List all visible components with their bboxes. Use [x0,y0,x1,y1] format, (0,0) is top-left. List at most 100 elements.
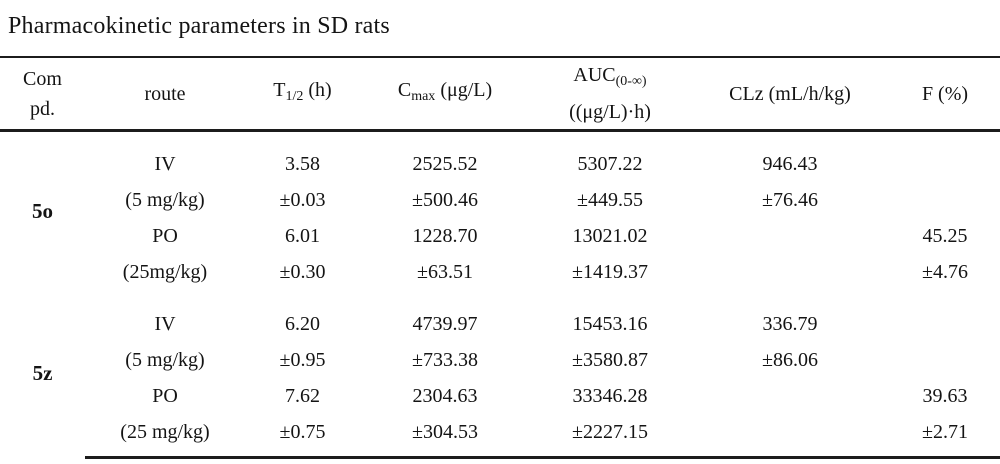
auc-sd: ±1419.37 [572,261,648,283]
route-cell: IV (5 mg/kg) [85,131,245,219]
auc-unit: ((μg/L)·h) [569,101,651,123]
clz-sd: ±86.06 [762,349,818,371]
header-t-half: T1/2 (h) [245,56,360,132]
t-half-cell: 6.20 ±0.95 [245,290,360,378]
clz-value [690,378,890,414]
t-half-subscript: 1/2 [285,89,304,104]
route-value: IV [154,153,176,175]
pharmacokinetics-table: Com pd. route T1/2 (h) Cmax (μg/L) AUC(0… [0,56,1000,459]
t-half-value: 6.20 [285,313,320,335]
auc-value: 13021.02 [572,225,648,247]
auc-value: 33346.28 [572,385,648,407]
t-half-value: 3.58 [285,153,320,175]
cmax-cell: 4739.97 ±733.38 [360,290,530,378]
f-sd [890,342,1000,378]
header-auc: AUC(0-∞) ((μg/L)·h) [530,56,690,132]
t-half-value: 6.01 [285,225,320,247]
route-value: PO [152,385,178,407]
auc-subscript: (0-∞) [615,74,647,89]
compound-label-5o: 5o [32,198,53,223]
dose-value: (25 mg/kg) [120,421,210,443]
t-half-cell: 6.01 ±0.30 [245,218,360,290]
f-cell [890,131,1000,219]
header-cmax: Cmax (μg/L) [360,56,530,132]
cmax-value: 2304.63 [412,385,478,407]
clz-cell: 946.43 ±76.46 [690,131,890,219]
f-sd: ±4.76 [922,261,968,283]
auc-sd: ±449.55 [577,189,643,211]
auc-symbol: AUC [573,64,616,86]
clz-cell [690,218,890,290]
cmax-symbol: C [397,79,412,101]
cmax-sd: ±304.53 [412,421,478,443]
t-half-unit: (h) [303,79,332,101]
header-f: F (%) [890,56,1000,132]
auc-sd: ±2227.15 [572,421,648,443]
table-row-5z-iv: 5z IV (5 mg/kg) 6.20 ±0.95 4739.97 ±733.… [0,290,1000,385]
header-compound-line1: Com [23,67,62,90]
header-clz: CLz (mL/h/kg) [690,56,890,132]
clz-cell: 336.79 ±86.06 [690,290,890,378]
cmax-subscript: max [411,89,436,104]
f-cell [890,290,1000,378]
cmax-value: 2525.52 [412,153,478,175]
auc-cell: 15453.16 ±3580.87 [530,290,690,378]
table-row-5z-po: PO (25 mg/kg) 7.62 ±0.75 2304.63 ±304.53… [0,378,1000,459]
table-title: Pharmacokinetic parameters in SD rats [8,13,390,39]
t-half-symbol: T [273,79,286,101]
f-sd: ±2.71 [922,421,968,443]
route-value: PO [152,225,178,247]
clz-sd [690,254,890,290]
auc-cell: 5307.22 ±449.55 [530,131,690,219]
t-half-cell: 7.62 ±0.75 [245,378,360,459]
clz-sd: ±76.46 [762,189,818,211]
f-sd [890,182,1000,218]
auc-value: 15453.16 [572,313,648,335]
f-value [890,306,1000,342]
f-cell: 39.63 ±2.71 [890,378,1000,459]
cmax-value: 1228.70 [412,225,478,247]
cmax-sd: ±500.46 [412,189,478,211]
t-half-sd: ±0.03 [279,189,326,211]
compound-label-5z: 5z [32,361,53,386]
route-cell: PO (25mg/kg) [85,218,245,290]
auc-sd: ±3580.87 [572,349,648,371]
route-value: IV [154,313,176,335]
cmax-sd: ±733.38 [412,349,478,371]
table-row-5o-po: PO (25mg/kg) 6.01 ±0.30 1228.70 ±63.51 1… [0,218,1000,290]
table-body: 5o IV (5 mg/kg) 3.58 ±0.03 2525.52 ±500.… [0,131,1000,459]
cmax-unit: (μg/L) [435,79,493,101]
cmax-value: 4739.97 [412,313,478,335]
table-row-5o-iv: 5o IV (5 mg/kg) 3.58 ±0.03 2525.52 ±500.… [0,131,1000,223]
clz-cell [690,378,890,459]
cmax-cell: 1228.70 ±63.51 [360,218,530,290]
header-route: route [85,56,245,132]
clz-value: 946.43 [762,153,818,175]
t-half-sd: ±0.95 [279,349,326,371]
t-half-sd: ±0.30 [279,261,326,283]
header-compound-line2: pd. [30,97,55,120]
t-half-value: 7.62 [285,385,320,407]
t-half-cell: 3.58 ±0.03 [245,131,360,219]
header-compound: Com pd. [0,56,85,132]
header-row: Com pd. route T1/2 (h) Cmax (μg/L) AUC(0… [0,56,1000,132]
f-cell: 45.25 ±4.76 [890,218,1000,290]
cmax-sd: ±63.51 [417,261,473,283]
dose-value: (5 mg/kg) [125,349,205,371]
clz-sd [690,414,890,450]
auc-cell: 13021.02 ±1419.37 [530,218,690,290]
cmax-cell: 2525.52 ±500.46 [360,131,530,219]
f-value: 39.63 [922,385,968,407]
auc-cell: 33346.28 ±2227.15 [530,378,690,459]
dose-value: (5 mg/kg) [125,189,205,211]
table-header: Com pd. route T1/2 (h) Cmax (μg/L) AUC(0… [0,56,1000,132]
dose-value: (25mg/kg) [122,261,208,283]
auc-value: 5307.22 [577,153,643,175]
t-half-sd: ±0.75 [279,421,326,443]
route-cell: PO (25 mg/kg) [85,378,245,459]
route-cell: IV (5 mg/kg) [85,290,245,378]
f-value [890,146,1000,182]
clz-value: 336.79 [762,313,818,335]
cmax-cell: 2304.63 ±304.53 [360,378,530,459]
f-value: 45.25 [922,225,968,247]
